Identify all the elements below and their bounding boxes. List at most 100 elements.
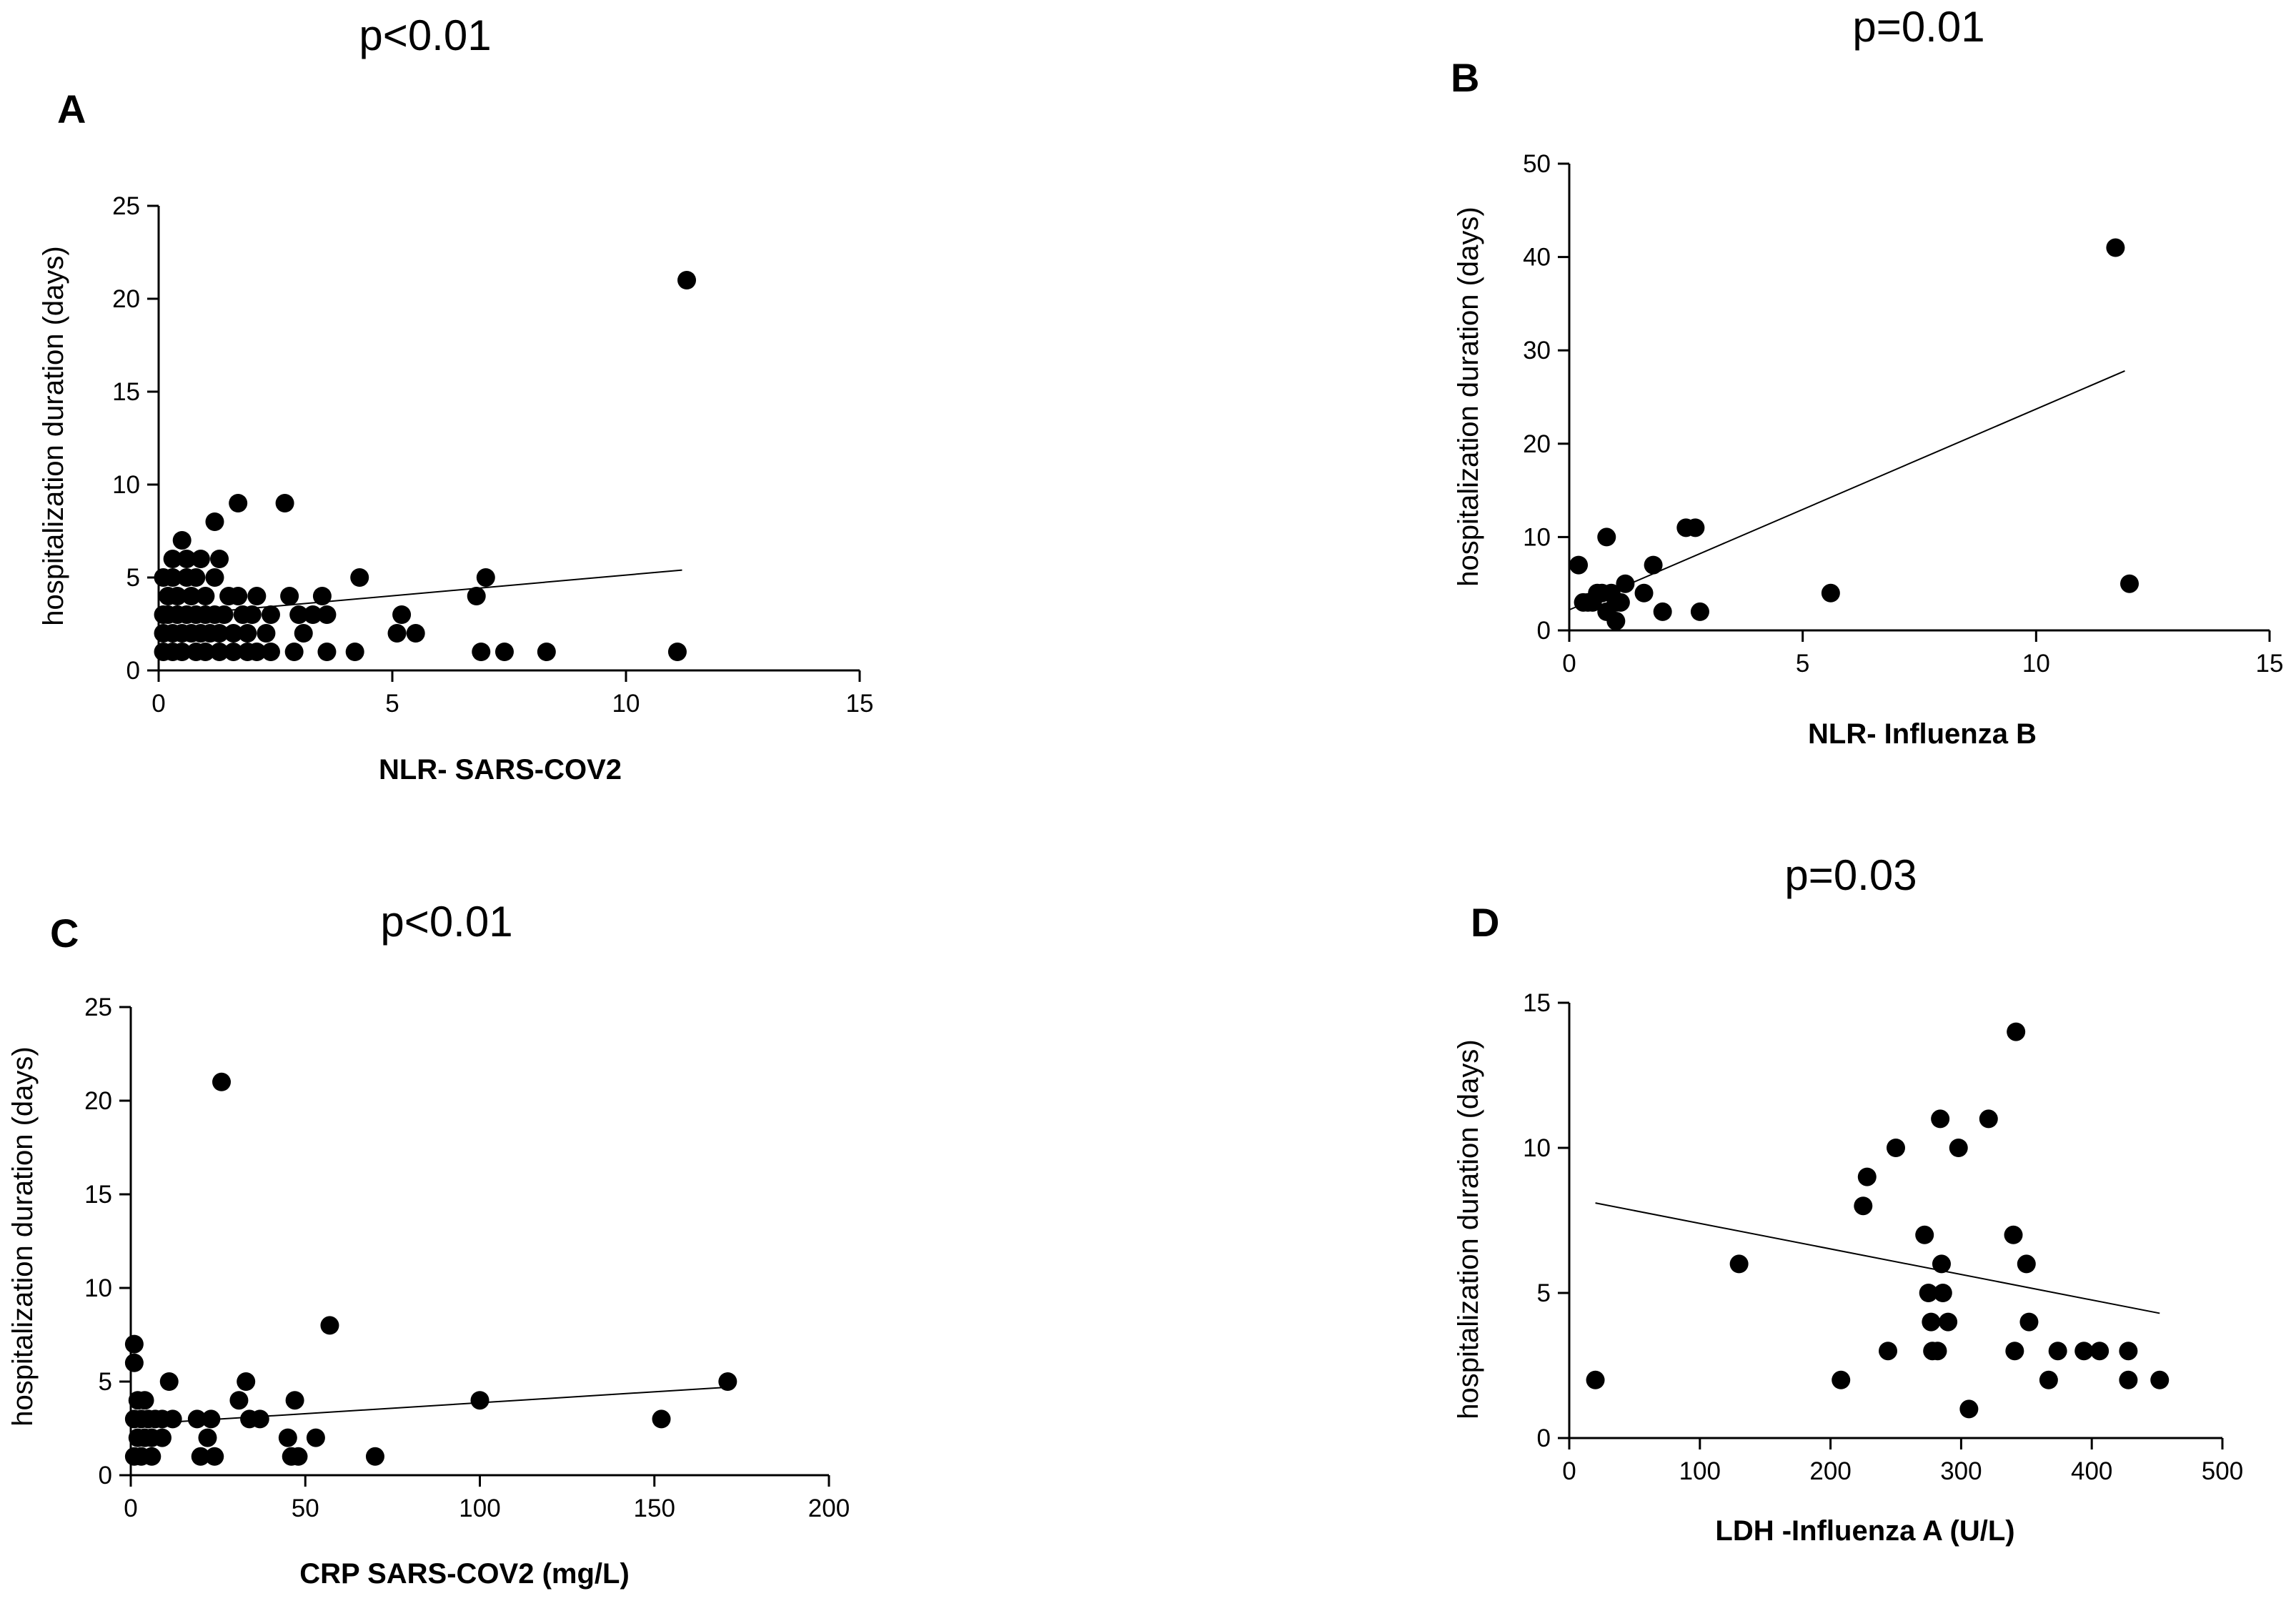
data-point (1939, 1312, 1958, 1332)
x-tick-label: 15 (2256, 650, 2284, 678)
data-point (1931, 1109, 1950, 1129)
x-tick-label: 500 (2202, 1457, 2243, 1485)
data-point (1887, 1139, 1905, 1157)
data-point (124, 1334, 144, 1354)
data-point (182, 587, 201, 605)
data-point (229, 587, 248, 605)
panel-d-x-axis-label: LDH -Influenza A (U/L) (1715, 1515, 2014, 1547)
data-point (1634, 583, 1654, 603)
panel-b-points (1569, 238, 2139, 630)
data-point (163, 1409, 182, 1429)
data-point (196, 587, 215, 605)
data-point (1915, 1225, 1934, 1244)
data-point (2119, 1342, 2138, 1361)
x-tick-label: 15 (846, 690, 874, 718)
y-tick-label: 15 (1523, 989, 1551, 1017)
panel-d-regression-line (1595, 1202, 2160, 1314)
data-point (1949, 1139, 1968, 1157)
data-point (1854, 1196, 1873, 1216)
y-tick-label: 15 (112, 378, 140, 406)
data-point (224, 643, 243, 661)
data-point (317, 643, 337, 661)
data-point (1690, 602, 1709, 621)
data-point (177, 550, 197, 568)
panel-a-label: A (57, 86, 86, 132)
y-tick-label: 40 (1523, 244, 1551, 272)
data-point (1919, 1284, 1938, 1302)
data-point (135, 1391, 154, 1410)
data-point (172, 531, 192, 550)
data-point (320, 1316, 339, 1335)
x-tick-label: 5 (1796, 650, 1809, 678)
data-point (472, 643, 491, 661)
data-point (2039, 1370, 2058, 1389)
x-tick-label: 0 (1562, 1457, 1576, 1485)
panel-c-points (124, 1072, 737, 1466)
data-point (2017, 1254, 2036, 1274)
data-point (289, 1447, 308, 1466)
data-point (1579, 593, 1598, 612)
y-tick-label: 5 (99, 1368, 112, 1396)
data-point (1644, 555, 1663, 575)
data-point (257, 624, 276, 643)
x-tick-label: 200 (1809, 1457, 1851, 1485)
panel-c-annotation: p<0.01 (380, 898, 512, 946)
x-tick-label: 50 (292, 1495, 319, 1522)
data-point (303, 605, 322, 624)
panel-c: p<0.01 C hospitalization duration (days)… (7, 898, 850, 1590)
data-point (2106, 238, 2125, 257)
data-point (278, 1428, 297, 1447)
data-point (2048, 1342, 2067, 1361)
data-point (159, 1372, 179, 1391)
data-point (205, 568, 224, 587)
data-point (142, 1447, 161, 1466)
data-point (238, 624, 257, 643)
data-point (242, 605, 262, 624)
y-tick-label: 10 (1523, 1134, 1551, 1162)
data-point (212, 1072, 232, 1091)
y-tick-label: 30 (1523, 337, 1551, 365)
data-point (275, 494, 294, 512)
data-point (1857, 1167, 1877, 1186)
y-tick-label: 0 (1537, 617, 1551, 645)
data-point (261, 605, 280, 624)
data-point (365, 1447, 384, 1466)
panel-b-x-axis-label: NLR- Influenza B (1808, 718, 2037, 750)
panel-b-annotation: p=0.01 (1852, 3, 1984, 51)
data-point (247, 643, 267, 661)
y-tick-label: 20 (1523, 430, 1551, 458)
panel-d: p=0.03 D hospitalization duration (days)… (1453, 851, 2243, 1547)
x-tick-label: 0 (124, 1495, 137, 1522)
data-point (2007, 1022, 2026, 1041)
data-point (261, 643, 280, 661)
y-tick-label: 15 (84, 1181, 112, 1209)
data-point (2120, 574, 2139, 593)
data-point (2119, 1370, 2138, 1389)
data-point (2074, 1342, 2094, 1361)
y-tick-label: 50 (1523, 150, 1551, 178)
data-point (2090, 1342, 2109, 1361)
y-tick-label: 5 (1537, 1279, 1551, 1307)
data-point (2004, 1225, 2023, 1244)
data-point (289, 605, 309, 624)
panel-c-regression-line (130, 1386, 728, 1426)
x-tick-label: 10 (612, 690, 640, 718)
data-point (470, 1391, 489, 1410)
data-point (198, 1428, 217, 1447)
data-point (1653, 602, 1672, 621)
data-point (172, 643, 192, 661)
panel-a-x-axis-label: NLR- SARS-COV2 (379, 754, 622, 785)
data-point (345, 643, 364, 661)
panel-c-axes: 0 50 100 150 200 0 5 10 15 20 25 (84, 993, 850, 1522)
data-point (214, 605, 234, 624)
data-point (285, 1391, 304, 1410)
data-point (1686, 518, 1705, 537)
panel-b: p=0.01 B hospitalization duration (days)… (1451, 3, 2283, 750)
data-point (205, 512, 224, 531)
panel-c-label: C (50, 911, 79, 956)
data-point (476, 568, 495, 587)
x-tick-label: 0 (151, 690, 165, 718)
panel-a-axes: 0 5 10 15 0 5 10 15 20 25 (112, 192, 873, 718)
data-point (1611, 593, 1630, 612)
data-point (124, 1353, 144, 1372)
